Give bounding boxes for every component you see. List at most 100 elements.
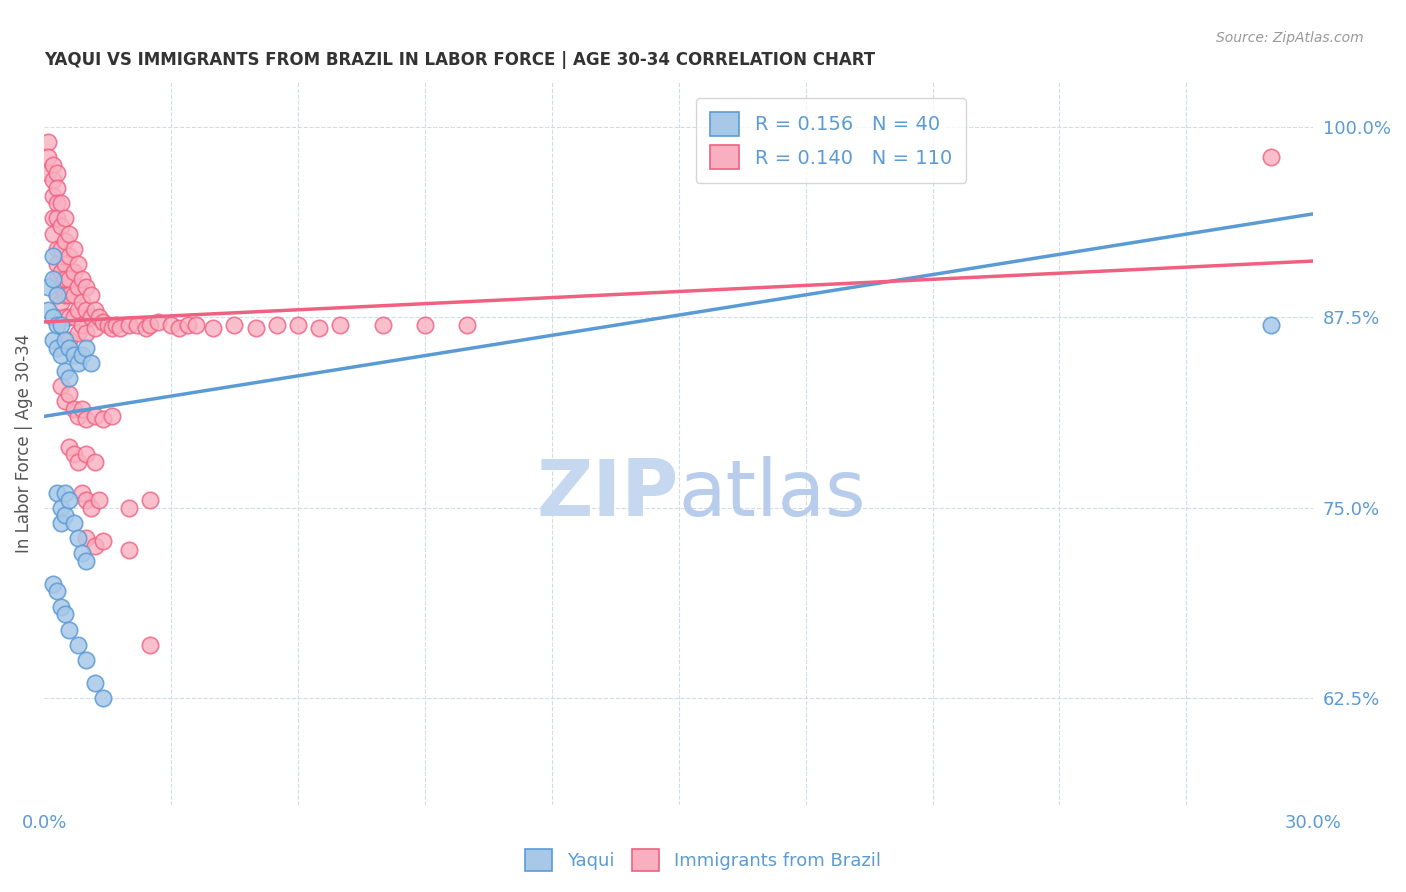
Point	[53, 211, 76, 226]
Point	[87, 493, 110, 508]
Point	[62, 348, 84, 362]
Point	[66, 455, 89, 469]
Point	[79, 500, 101, 515]
Point	[58, 272, 80, 286]
Point	[139, 638, 162, 652]
Point	[101, 409, 124, 424]
Legend: R = 0.156   N = 40, R = 0.140   N = 110: R = 0.156 N = 40, R = 0.140 N = 110	[696, 98, 966, 183]
Point	[53, 485, 76, 500]
Point	[127, 318, 149, 332]
Point	[49, 265, 72, 279]
Point	[58, 440, 80, 454]
Point	[37, 280, 59, 294]
Point	[45, 584, 67, 599]
Point	[75, 531, 97, 545]
Point	[1260, 318, 1282, 332]
Point	[169, 321, 191, 335]
Point	[83, 676, 105, 690]
Point	[62, 287, 84, 301]
Point	[62, 310, 84, 325]
Point	[49, 318, 72, 332]
Point	[45, 211, 67, 226]
Point	[49, 242, 72, 256]
Point	[53, 272, 76, 286]
Point	[202, 321, 225, 335]
Point	[160, 318, 183, 332]
Point	[329, 318, 352, 332]
Point	[62, 447, 84, 461]
Point	[41, 158, 63, 172]
Point	[79, 310, 101, 325]
Point	[75, 554, 97, 568]
Point	[66, 257, 89, 271]
Point	[41, 310, 63, 325]
Point	[66, 531, 89, 545]
Point	[66, 280, 89, 294]
Point	[49, 348, 72, 362]
Point	[58, 371, 80, 385]
Point	[75, 412, 97, 426]
Point	[53, 508, 76, 523]
Point	[66, 326, 89, 340]
Point	[45, 242, 67, 256]
Point	[53, 234, 76, 248]
Point	[83, 409, 105, 424]
Point	[58, 623, 80, 637]
Point	[79, 287, 101, 301]
Point	[118, 500, 141, 515]
Point	[83, 539, 105, 553]
Point	[45, 272, 67, 286]
Point	[49, 599, 72, 614]
Point	[41, 333, 63, 347]
Point	[83, 321, 105, 335]
Point	[83, 302, 105, 317]
Y-axis label: In Labor Force | Age 30-34: In Labor Force | Age 30-34	[15, 334, 32, 553]
Point	[41, 173, 63, 187]
Point	[135, 321, 157, 335]
Point	[66, 409, 89, 424]
Point	[45, 287, 67, 301]
Point	[70, 272, 93, 286]
Text: Source: ZipAtlas.com: Source: ZipAtlas.com	[1216, 31, 1364, 45]
Text: atlas: atlas	[679, 456, 866, 532]
Point	[91, 534, 114, 549]
Point	[49, 516, 72, 530]
Point	[413, 318, 436, 332]
Point	[70, 401, 93, 416]
Point	[45, 181, 67, 195]
Point	[139, 493, 162, 508]
Point	[87, 310, 110, 325]
Point	[75, 302, 97, 317]
Point	[49, 219, 72, 233]
Point	[91, 691, 114, 706]
Point	[37, 135, 59, 149]
Point	[75, 341, 97, 355]
Point	[58, 287, 80, 301]
Point	[37, 302, 59, 317]
Point	[45, 341, 67, 355]
Point	[456, 318, 478, 332]
Point	[58, 250, 80, 264]
Point	[245, 321, 267, 335]
Point	[118, 543, 141, 558]
Point	[45, 287, 67, 301]
Point	[45, 166, 67, 180]
Text: YAQUI VS IMMIGRANTS FROM BRAZIL IN LABOR FORCE | AGE 30-34 CORRELATION CHART: YAQUI VS IMMIGRANTS FROM BRAZIL IN LABOR…	[44, 51, 876, 69]
Point	[53, 333, 76, 347]
Point	[45, 485, 67, 500]
Point	[41, 250, 63, 264]
Point	[58, 333, 80, 347]
Point	[62, 401, 84, 416]
Point	[186, 318, 208, 332]
Point	[62, 242, 84, 256]
Point	[105, 318, 128, 332]
Point	[45, 196, 67, 211]
Point	[45, 257, 67, 271]
Point	[91, 315, 114, 329]
Point	[66, 638, 89, 652]
Point	[53, 310, 76, 325]
Point	[83, 455, 105, 469]
Point	[70, 318, 93, 332]
Point	[58, 386, 80, 401]
Point	[287, 318, 309, 332]
